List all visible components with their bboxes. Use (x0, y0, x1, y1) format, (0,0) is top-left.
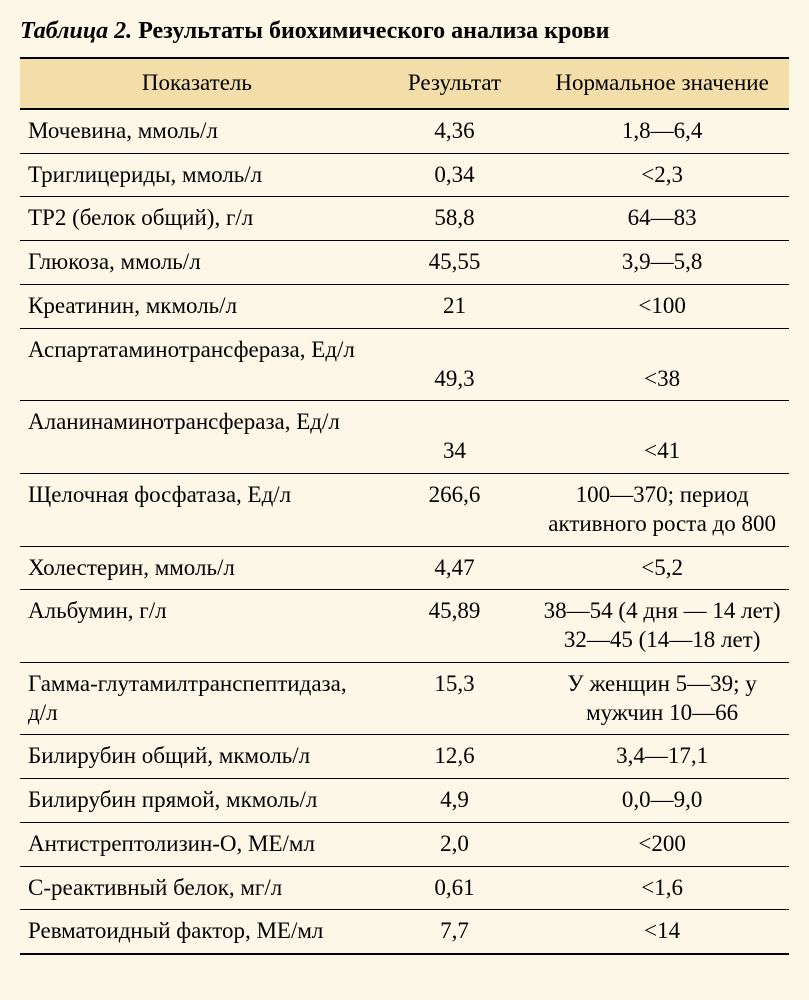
col-header-parameter: Показатель (20, 58, 374, 109)
table-body: Мочевина, ммоль/л4,361,8—6,4Триглицериды… (20, 109, 789, 954)
cell-parameter: Глюкоза, ммоль/л (20, 241, 374, 285)
cell-result: 7,7 (374, 910, 535, 954)
cell-result: 4,47 (374, 546, 535, 590)
header-row: Показатель Результат Нормальное значение (20, 58, 789, 109)
table-row: Глюкоза, ммоль/л45,553,9—5,8 (20, 241, 789, 285)
cell-norm: 3,4—17,1 (535, 735, 789, 779)
cell-norm: <41 (535, 401, 789, 474)
table-row: Антистрептолизин-О, МЕ/мл2,0<200 (20, 822, 789, 866)
cell-parameter: Антистрептолизин-О, МЕ/мл (20, 822, 374, 866)
cell-result: 12,6 (374, 735, 535, 779)
table-row: Триглицериды, ммоль/л0,34<2,3 (20, 153, 789, 197)
table-row: Аспартатаминотрансфераза, Ед/л49,3<38 (20, 328, 789, 401)
caption-title: Результаты биохимического анализа крови (138, 18, 609, 44)
cell-parameter: Ревматоидный фактор, МЕ/мл (20, 910, 374, 954)
cell-result: 49,3 (374, 328, 535, 401)
cell-result: 2,0 (374, 822, 535, 866)
table-row: С-реактивный белок, мг/л0,61<1,6 (20, 866, 789, 910)
cell-norm: <1,6 (535, 866, 789, 910)
cell-parameter: Альбумин, г/л (20, 590, 374, 663)
cell-norm: <100 (535, 284, 789, 328)
cell-norm: 3,9—5,8 (535, 241, 789, 285)
cell-norm: 1,8—6,4 (535, 109, 789, 153)
col-header-norm: Нормальное значение (535, 58, 789, 109)
cell-norm: <2,3 (535, 153, 789, 197)
table-row: TP2 (белок общий), г/л58,864—83 (20, 197, 789, 241)
cell-parameter: С-реактивный белок, мг/л (20, 866, 374, 910)
table-row: Билирубин прямой, мкмоль/л4,90,0—9,0 (20, 779, 789, 823)
cell-parameter: Мочевина, ммоль/л (20, 109, 374, 153)
cell-result: 0,61 (374, 866, 535, 910)
cell-norm: 0,0—9,0 (535, 779, 789, 823)
cell-norm: <200 (535, 822, 789, 866)
table-row: Билирубин общий, мкмоль/л12,63,4—17,1 (20, 735, 789, 779)
cell-parameter: Креатинин, мкмоль/л (20, 284, 374, 328)
table-row: Аланинаминотрансфераза, Ед/л34<41 (20, 401, 789, 474)
cell-result: 34 (374, 401, 535, 474)
cell-norm: <38 (535, 328, 789, 401)
cell-norm: 64—83 (535, 197, 789, 241)
table-row: Креатинин, мкмоль/л21<100 (20, 284, 789, 328)
caption-prefix: Таблица 2. (20, 18, 132, 44)
cell-parameter: TP2 (белок общий), г/л (20, 197, 374, 241)
cell-result: 45,55 (374, 241, 535, 285)
cell-result: 0,34 (374, 153, 535, 197)
cell-parameter: Щелочная фосфатаза, Ед/л (20, 474, 374, 547)
table-row: Мочевина, ммоль/л4,361,8—6,4 (20, 109, 789, 153)
table-row: Ревматоидный фактор, МЕ/мл7,7<14 (20, 910, 789, 954)
table-container: Таблица 2. Результаты биохимического ана… (0, 0, 809, 975)
table-row: Холестерин, ммоль/л4,47<5,2 (20, 546, 789, 590)
cell-parameter: Холестерин, ммоль/л (20, 546, 374, 590)
cell-result: 4,36 (374, 109, 535, 153)
table-row: Альбумин, г/л45,8938—54 (4 дня — 14 лет)… (20, 590, 789, 663)
cell-parameter: Триглицериды, ммоль/л (20, 153, 374, 197)
cell-norm: 100—370; период активного роста до 800 (535, 474, 789, 547)
cell-parameter: Гамма-глутамилтранспептидаза, д/л (20, 662, 374, 735)
table-caption: Таблица 2. Результаты биохимического ана… (20, 18, 789, 45)
cell-norm: 38—54 (4 дня — 14 лет) 32—45 (14—18 лет) (535, 590, 789, 663)
cell-result: 58,8 (374, 197, 535, 241)
cell-norm: У женщин 5—39; у мужчин 10—66 (535, 662, 789, 735)
cell-result: 45,89 (374, 590, 535, 663)
cell-parameter: Билирубин прямой, мкмоль/л (20, 779, 374, 823)
results-table: Показатель Результат Нормальное значение… (20, 57, 789, 955)
cell-norm: <14 (535, 910, 789, 954)
table-row: Гамма-глутамилтранспептидаза, д/л15,3У ж… (20, 662, 789, 735)
cell-result: 21 (374, 284, 535, 328)
cell-result: 266,6 (374, 474, 535, 547)
table-header: Показатель Результат Нормальное значение (20, 58, 789, 109)
cell-parameter: Аланинаминотрансфераза, Ед/л (20, 401, 374, 474)
cell-norm: <5,2 (535, 546, 789, 590)
cell-parameter: Билирубин общий, мкмоль/л (20, 735, 374, 779)
col-header-result: Результат (374, 58, 535, 109)
cell-result: 4,9 (374, 779, 535, 823)
cell-parameter: Аспартатаминотрансфераза, Ед/л (20, 328, 374, 401)
table-row: Щелочная фосфатаза, Ед/л266,6100—370; пе… (20, 474, 789, 547)
cell-result: 15,3 (374, 662, 535, 735)
